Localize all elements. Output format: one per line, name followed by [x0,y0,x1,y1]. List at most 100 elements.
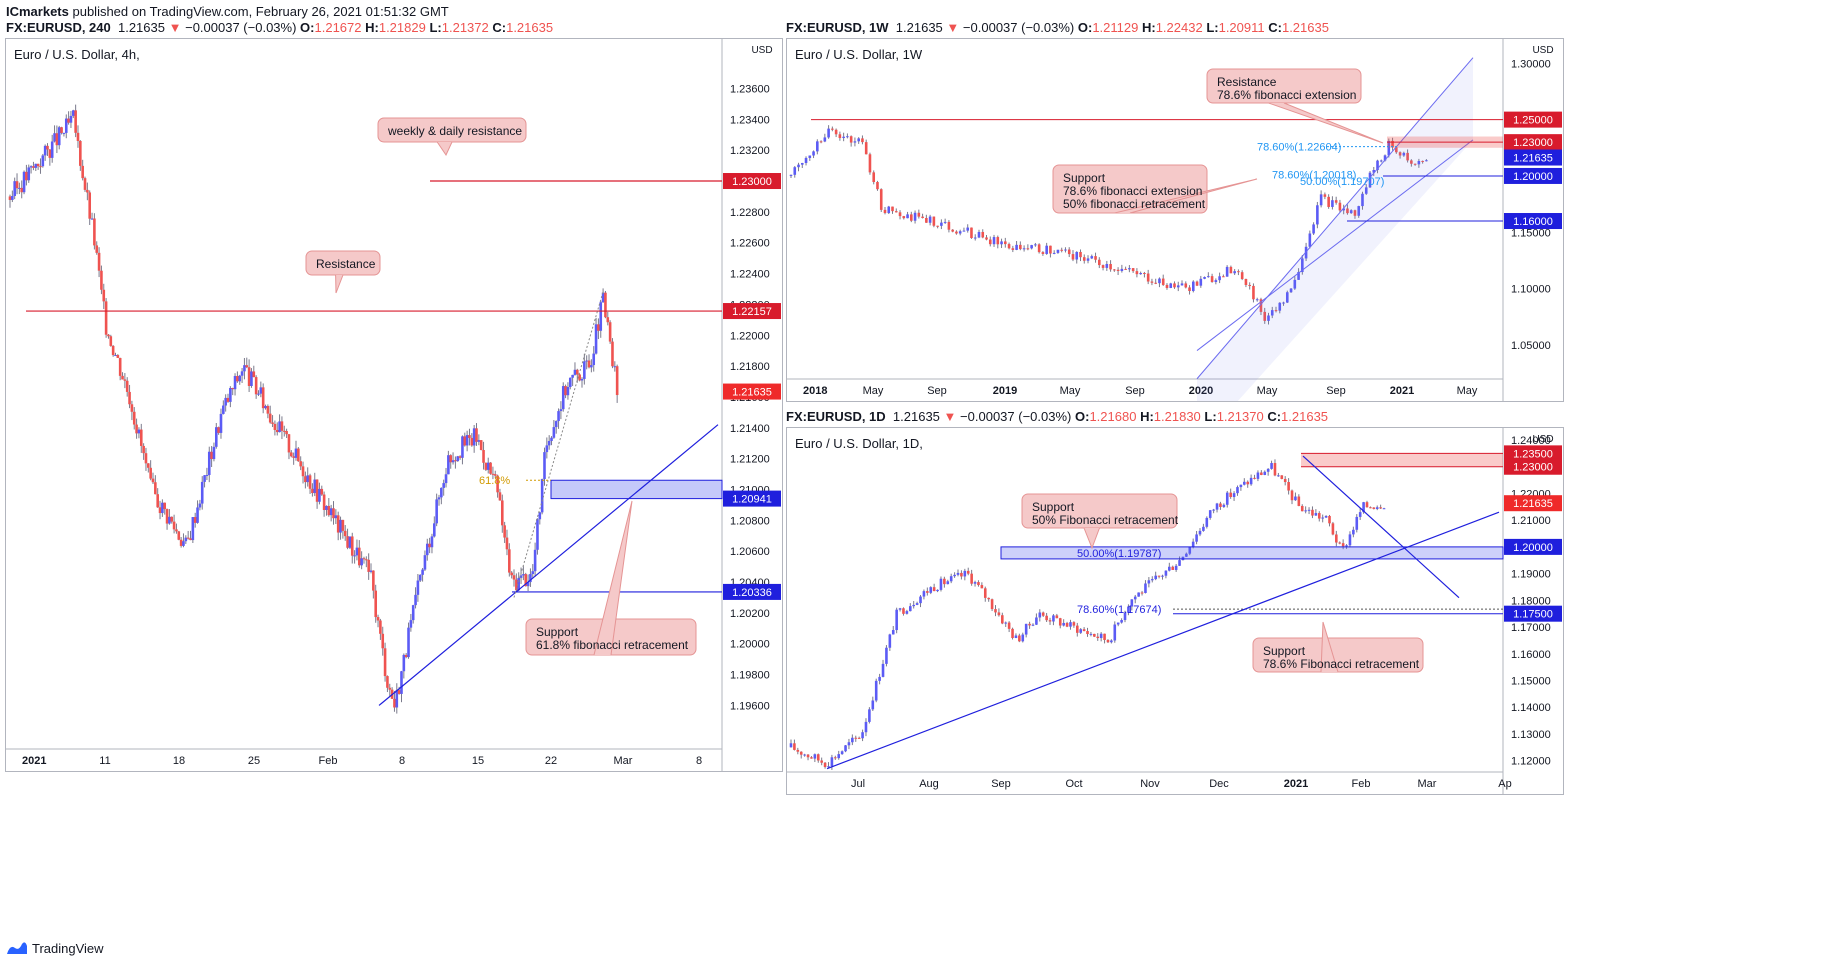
candle-body [508,549,511,573]
y-tick-label: 1.20200 [730,608,770,620]
w1-chart-panel[interactable]: Euro / U.S. Dollar, 1W USD 1.05000 1.10000… [786,38,1564,402]
candle-body [1090,256,1094,259]
candle-body [1034,244,1037,246]
d1-chart-panel[interactable]: Euro / U.S. Dollar, 1D, USD 1.12000 1.1300… [786,427,1564,795]
candle-body [808,155,812,158]
tradingview-brand[interactable]: TradingView [6,940,104,956]
candle-body [992,237,996,245]
candle-body [15,181,19,189]
candle-body [1093,633,1096,637]
candle-body [597,324,600,331]
candle-body [1110,640,1113,643]
fib-label: 50.00%(1.19787) [1077,548,1161,560]
candle-body [254,377,258,395]
candle-body [46,145,49,150]
currency-label: USD [1532,434,1553,445]
candle-body [1328,515,1331,524]
candle-body [1334,200,1338,203]
h4-chart-panel[interactable]: Euro / U.S. Dollar, 4h, USD 1.19600 1.1980… [5,38,783,772]
candle-body [273,423,277,430]
candle-body [1146,273,1150,282]
callout-text: Resistance [316,257,376,271]
candle-body [1048,620,1052,622]
candle-body [1113,624,1117,641]
price-tag [723,383,781,400]
y-tick-label: 1.18000 [1511,595,1551,607]
y-tick-label: 1.30000 [1511,58,1551,70]
candle-body [1184,283,1188,288]
candle-body [50,141,54,158]
candle-body [336,515,340,533]
candle-body [1358,512,1362,517]
candle-body [837,754,841,759]
candle-body [69,115,73,123]
x-tick-label: 2020 [1189,385,1213,397]
candle-body [154,482,157,495]
candle-body [1225,266,1229,277]
candle-body [163,502,167,510]
candle-body [522,574,525,576]
candle-body [1041,252,1045,254]
candle-body [1007,244,1011,249]
candle-body [1219,503,1222,507]
candle-body [1011,248,1015,250]
y-tick-label: 1.19800 [730,670,770,682]
candle-body [308,475,312,489]
candle-body [357,547,361,566]
candle-body [594,324,598,354]
candle-body [95,245,99,253]
w1-chart-svg[interactable]: USD 1.05000 1.10000 1.15000 1.20000 1.25000 1.… [787,39,1563,401]
candle-body [878,676,881,681]
candle-body [177,531,181,540]
candle-body [214,427,218,447]
candle-body [571,374,574,378]
x-tick-label: Nov [1140,778,1160,790]
candle-body [1229,266,1233,274]
candle-body [261,387,265,409]
candle-body [1263,471,1267,475]
candle-body [1413,163,1417,165]
candle-body [936,225,939,227]
candle-body [1232,493,1236,498]
fib-label: 50.00%(1.19707) [1300,176,1384,188]
candle-body [854,737,858,739]
candle-body [1019,244,1022,250]
candle-body [416,580,420,595]
x-tick-label: 18 [173,755,185,767]
candle-body [1417,160,1421,165]
candle-body [71,110,75,116]
h4-close: 1.21635 [506,20,554,35]
candle-body [812,151,815,156]
candle-body [1353,210,1357,216]
callout-text: weekly & daily resistance [387,124,522,138]
candle-body [613,366,617,368]
candle-body [529,574,532,583]
candle-body [557,411,560,422]
d1-chart-svg[interactable]: USD 1.12000 1.13000 1.14000 1.15000 1.16000 1.… [787,428,1563,794]
candle-body [1075,251,1079,260]
candle-body [827,128,830,138]
candle-body [332,508,335,519]
candle-body [868,154,872,173]
candle-body [834,129,838,135]
candle-body [475,428,478,442]
d1-symbol-header: FX:EURUSD, 1D 1.21635 ▼ −0.00037 (−0.03%… [786,409,1329,424]
candle-body [1260,472,1263,475]
candle-body [1278,302,1282,311]
channel-lower [1196,139,1474,351]
y-tick-label: 1.21800 [730,361,770,373]
candle-body [538,512,542,520]
y-tick-label: 1.13000 [1511,729,1551,741]
candle-body [1208,510,1212,518]
down-arrow-icon: ▼ [943,409,957,424]
candle-body [1131,268,1135,272]
h4-chart-svg[interactable]: USD1.196001.198001.200001.202001.204001.… [6,39,782,771]
candle-body [1191,541,1195,547]
candle-body [1362,502,1365,513]
candle-body [1150,281,1154,283]
candle-body [435,499,438,524]
candle-body [388,687,392,690]
d1-close: 1.21635 [1281,409,1329,424]
candle-body [116,355,120,358]
